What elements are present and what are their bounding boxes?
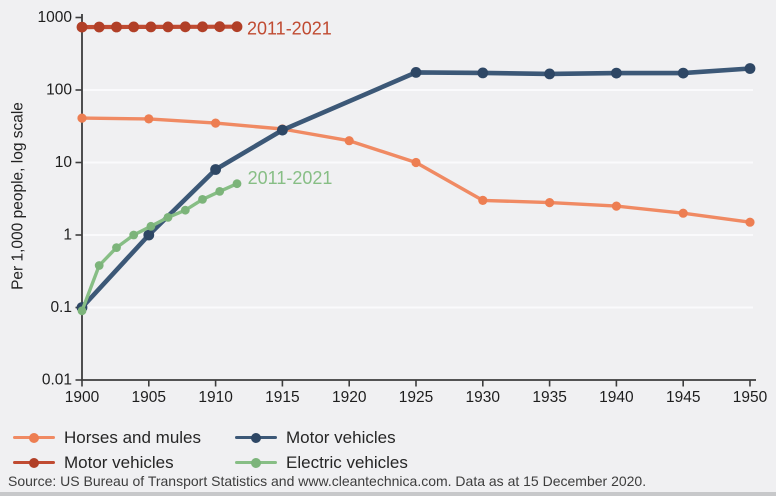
legend-label: Motor vehicles bbox=[64, 452, 174, 472]
data-point bbox=[231, 21, 243, 33]
x-tick-label: 1910 bbox=[198, 389, 233, 406]
legend-swatch-motor-historical bbox=[235, 428, 277, 448]
legend-swatch-electric bbox=[235, 453, 277, 473]
bottom-edge-strip bbox=[0, 492, 776, 496]
legend-dot-icon bbox=[251, 432, 261, 443]
legend-label: Motor vehicles bbox=[286, 427, 396, 447]
data-point bbox=[215, 187, 225, 196]
data-point bbox=[678, 208, 688, 218]
legend-swatch-horses bbox=[13, 428, 55, 448]
data-point bbox=[77, 113, 87, 123]
annotation-period-label: 2011-2021 bbox=[248, 168, 333, 188]
x-tick-label: 1900 bbox=[65, 389, 100, 406]
y-axis-title: Per 1,000 people, log scale bbox=[10, 102, 27, 290]
x-tick-label: 1920 bbox=[332, 389, 367, 406]
data-point bbox=[477, 67, 489, 79]
data-point bbox=[76, 21, 88, 33]
data-point bbox=[344, 136, 354, 146]
data-point bbox=[677, 67, 689, 79]
data-point bbox=[544, 68, 555, 80]
legend-item-motor-vehicles-modern: Motor vehicles bbox=[13, 452, 235, 473]
data-point bbox=[745, 217, 755, 227]
data-point bbox=[611, 67, 622, 79]
legend-label: Horses and mules bbox=[64, 427, 202, 447]
y-tick-label: 0.01 bbox=[42, 372, 72, 389]
data-point bbox=[111, 21, 122, 33]
data-point bbox=[411, 157, 421, 168]
x-tick-label: 1950 bbox=[733, 389, 768, 406]
data-point bbox=[410, 67, 422, 78]
x-tick-label: 1945 bbox=[666, 389, 700, 406]
annotation-period-label: 2011-2021 bbox=[247, 19, 332, 39]
series-line-3 bbox=[80, 181, 239, 313]
legend-swatch-motor-modern bbox=[13, 453, 55, 473]
y-tick-label: 100 bbox=[46, 82, 72, 99]
data-point bbox=[144, 114, 154, 124]
legend-item-horses-and-mules: Horses and mules bbox=[13, 427, 235, 448]
data-point bbox=[214, 21, 226, 33]
data-point bbox=[545, 198, 555, 208]
data-point bbox=[232, 179, 242, 189]
data-point bbox=[180, 205, 190, 215]
data-point bbox=[146, 221, 156, 231]
legend-dot-icon bbox=[29, 457, 39, 468]
data-point bbox=[162, 21, 174, 33]
data-point bbox=[94, 261, 104, 270]
data-point bbox=[277, 124, 288, 136]
data-point bbox=[211, 118, 221, 128]
x-tick-label: 1935 bbox=[532, 389, 566, 406]
data-point bbox=[210, 164, 222, 175]
data-point bbox=[128, 21, 140, 33]
legend-dot-icon bbox=[29, 432, 39, 443]
y-tick-label: 1 bbox=[63, 227, 72, 244]
data-point bbox=[744, 63, 756, 74]
legend-item-motor-vehicles-historical: Motor vehicles bbox=[235, 427, 408, 448]
data-point bbox=[163, 213, 173, 222]
legend-item-electric-vehicles: Electric vehicles bbox=[235, 452, 408, 473]
x-tick-label: 1930 bbox=[466, 389, 501, 406]
data-point bbox=[77, 306, 87, 316]
data-point bbox=[129, 230, 139, 240]
data-point bbox=[145, 21, 157, 33]
chart-legend: Horses and mules Motor vehicles Motor ve… bbox=[13, 427, 408, 473]
y-tick-label: 1000 bbox=[38, 9, 73, 26]
data-point bbox=[112, 243, 121, 253]
legend-dot-icon bbox=[251, 457, 261, 468]
source-note: Source: US Bureau of Transport Statistic… bbox=[8, 473, 647, 489]
y-tick-label: 0.1 bbox=[50, 299, 72, 316]
data-point bbox=[611, 201, 622, 211]
data-point bbox=[143, 229, 155, 241]
series-line-1 bbox=[79, 66, 753, 310]
data-point bbox=[179, 21, 191, 33]
data-point bbox=[93, 21, 105, 33]
y-tick-label: 10 bbox=[55, 154, 73, 171]
data-point bbox=[478, 195, 488, 205]
data-point bbox=[197, 21, 208, 33]
series-line-0 bbox=[80, 116, 752, 224]
legend-label: Electric vehicles bbox=[286, 452, 408, 472]
x-tick-label: 1905 bbox=[132, 389, 166, 406]
x-tick-label: 1915 bbox=[265, 389, 299, 406]
x-tick-label: 1940 bbox=[599, 389, 634, 406]
x-tick-label: 1925 bbox=[399, 389, 433, 406]
data-point bbox=[198, 195, 207, 204]
